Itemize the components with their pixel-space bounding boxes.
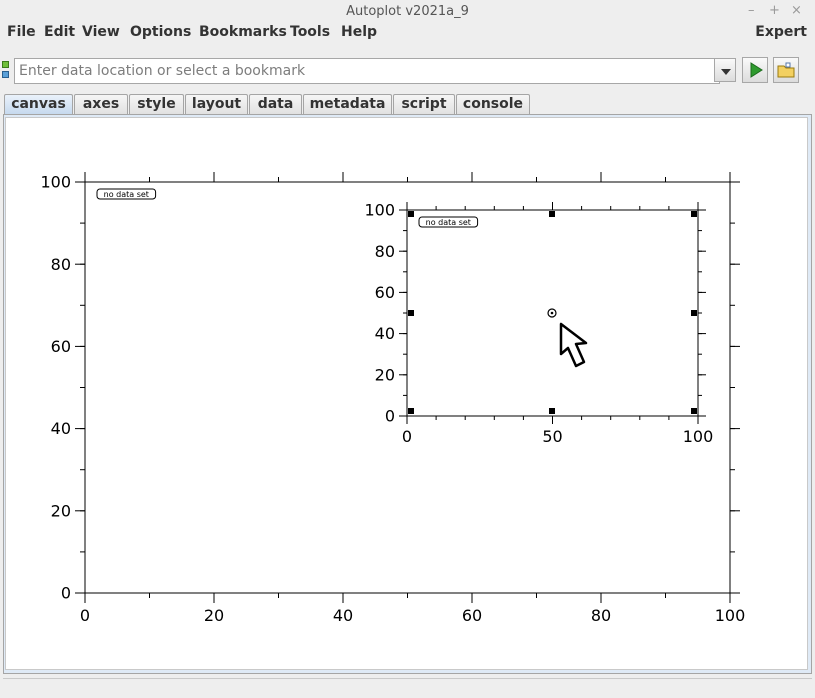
plot-svg: 0 20 40 60 80 100 0 20 40 60 80 100 no data set 0 50 1… xyxy=(40,172,745,625)
tab-console[interactable]: console xyxy=(456,94,530,114)
tab-style[interactable]: style xyxy=(129,94,184,114)
menu-tools[interactable]: Tools xyxy=(290,24,331,40)
pointer-cursor-icon xyxy=(547,308,588,368)
y-tick-label: 0 xyxy=(61,584,71,603)
resize-handle xyxy=(408,310,414,316)
status-bar xyxy=(3,678,812,697)
data-location-input[interactable] xyxy=(14,58,720,84)
plot-go-button[interactable] xyxy=(742,57,768,83)
menu-file[interactable]: File xyxy=(7,24,36,40)
play-icon xyxy=(750,62,763,78)
expert-mode-menu[interactable]: Expert xyxy=(755,24,807,40)
menu-help[interactable]: Help xyxy=(341,24,378,40)
no-data-label-box xyxy=(96,188,157,200)
y-tick-label: 0 xyxy=(385,407,395,426)
x-tick-label: 50 xyxy=(542,427,562,446)
folder-icon xyxy=(777,62,795,78)
x-tick-label: 100 xyxy=(683,427,714,446)
no-data-label-box xyxy=(418,216,479,228)
no-data-label: no data set xyxy=(104,190,149,199)
window-title: Autoplot v2021a_9 xyxy=(346,4,469,19)
address-bar xyxy=(0,56,815,86)
y-tick-label: 80 xyxy=(375,242,395,261)
tab-script[interactable]: script xyxy=(393,94,455,114)
maximize-button[interactable]: + xyxy=(769,3,780,18)
resize-handle xyxy=(549,211,555,217)
x-tick-label: 100 xyxy=(715,606,746,625)
menu-edit[interactable]: Edit xyxy=(44,24,76,40)
no-data-label: no data set xyxy=(426,218,471,227)
plot-canvas[interactable]: 0 20 40 60 80 100 0 20 40 60 80 100 no data set 0 50 1… xyxy=(5,117,808,670)
x-tick-label: 60 xyxy=(462,606,482,625)
resize-handle xyxy=(691,408,697,414)
y-tick-label: 20 xyxy=(375,365,395,384)
x-tick-label: 20 xyxy=(204,606,224,625)
menu-bookmarks[interactable]: Bookmarks xyxy=(199,24,287,40)
menu-view[interactable]: View xyxy=(82,24,120,40)
tab-layout[interactable]: layout xyxy=(185,94,248,114)
y-tick-label: 60 xyxy=(375,283,395,302)
x-tick-label: 80 xyxy=(591,606,611,625)
resize-handle xyxy=(408,408,414,414)
y-tick-label: 20 xyxy=(51,501,71,520)
close-button[interactable]: × xyxy=(791,3,802,18)
y-tick-label: 40 xyxy=(375,324,395,343)
menu-options[interactable]: Options xyxy=(130,24,192,40)
resize-handle xyxy=(549,408,555,414)
y-tick-label: 100 xyxy=(40,173,71,192)
minimize-button[interactable]: – xyxy=(748,3,755,18)
y-tick-label: 100 xyxy=(364,201,395,220)
tab-metadata[interactable]: metadata xyxy=(303,94,392,114)
x-tick-label: 40 xyxy=(333,606,353,625)
bookmark-dropdown-button[interactable] xyxy=(714,58,736,82)
resize-handle xyxy=(691,211,697,217)
y-tick-label: 60 xyxy=(51,337,71,356)
selection-handles[interactable] xyxy=(408,211,697,414)
x-tick-label: 0 xyxy=(402,427,412,446)
title-bar: Autoplot v2021a_9 – + × xyxy=(0,0,815,24)
resize-handle xyxy=(408,211,414,217)
tab-data[interactable]: data xyxy=(249,94,302,114)
x-tick-label: 0 xyxy=(80,606,90,625)
data-source-icon xyxy=(2,61,9,78)
menu-bar: File Edit View Options Bookmarks Tools H… xyxy=(0,22,815,44)
y-tick-label: 40 xyxy=(51,419,71,438)
resize-handle xyxy=(691,310,697,316)
tab-canvas[interactable]: canvas xyxy=(4,94,73,114)
tab-axes[interactable]: axes xyxy=(74,94,128,114)
y-tick-label: 80 xyxy=(51,255,71,274)
open-file-button[interactable] xyxy=(773,57,799,83)
main-plot[interactable]: 0 20 40 60 80 100 0 20 40 60 80 100 no data set xyxy=(40,172,745,625)
inset-plot[interactable]: 0 50 100 0 20 40 60 80 100 no data set xyxy=(364,201,713,446)
